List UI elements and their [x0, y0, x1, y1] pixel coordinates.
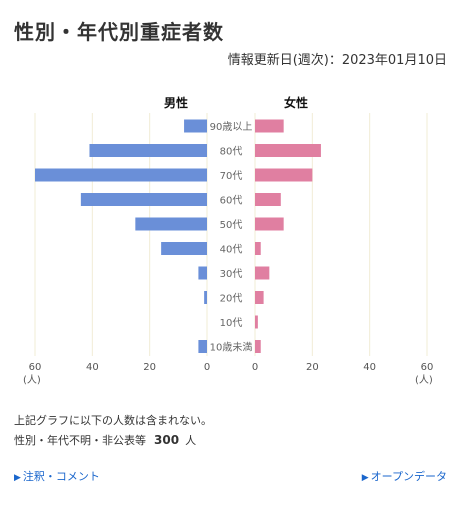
x-tick-label-female: 60 — [421, 362, 434, 373]
x-tick-label-female: 0 — [252, 362, 258, 373]
note-unknown-value: 300 — [154, 433, 180, 447]
opendata-link[interactable]: ▶ オープンデータ — [362, 468, 447, 484]
play-arrow-icon: ▶ — [361, 473, 369, 483]
female-bar[interactable] — [255, 119, 284, 133]
female-bar[interactable] — [255, 193, 281, 206]
male-bar[interactable] — [198, 340, 207, 353]
male-bar[interactable] — [35, 168, 207, 182]
male-bar[interactable] — [184, 119, 207, 133]
page-title: 性別・年代別重症者数 — [14, 20, 224, 44]
opendata-link-label: オープンデータ — [370, 470, 447, 483]
age-category-label: 70代 — [220, 170, 243, 182]
gender-age-chart: 90歳以上 80代 70代 60代 50代 40代 30代 20代 10代 10歳未満 60 60 4… — [23, 95, 434, 386]
age-category-label: 10歳未満 — [210, 342, 253, 354]
female-bar[interactable] — [255, 168, 313, 182]
age-category-label: 30代 — [220, 268, 243, 280]
male-bar[interactable] — [80, 193, 207, 206]
legend-female: 女性 — [284, 95, 308, 110]
age-category-label: 10代 — [220, 317, 243, 329]
age-category-label: 50代 — [220, 219, 243, 231]
female-bar[interactable] — [255, 266, 270, 280]
x-tick-label-male: 60 — [29, 362, 42, 373]
x-tick-label-male: 20 — [143, 362, 156, 373]
female-bar[interactable] — [255, 340, 261, 353]
age-category-label: 60代 — [220, 195, 243, 207]
x-tick-label-female: 20 — [306, 362, 319, 373]
unit-label-female: (人) — [415, 374, 433, 386]
male-bar[interactable] — [198, 266, 207, 280]
update-date: 情報更新日(週次)：2023年01月10日 — [227, 53, 447, 68]
comments-link[interactable]: ▶ 注釈・コメント — [14, 468, 100, 484]
male-bar[interactable] — [204, 291, 207, 304]
age-category-label: 20代 — [220, 293, 243, 305]
age-category-label: 90歳以上 — [210, 121, 253, 133]
age-category-label: 80代 — [220, 146, 243, 158]
female-bar[interactable] — [255, 144, 321, 157]
x-tick-label-male: 0 — [204, 362, 210, 373]
female-bar[interactable] — [255, 315, 258, 329]
male-bar[interactable] — [89, 144, 207, 157]
female-bar[interactable] — [255, 217, 284, 231]
note-line-1: 上記グラフに以下の人数は含まれない。 — [14, 414, 212, 427]
comments-link-label: 注釈・コメント — [22, 470, 100, 483]
unit-label-male: (人) — [23, 374, 41, 386]
male-bar[interactable] — [161, 242, 207, 255]
x-tick-label-male: 40 — [86, 362, 99, 373]
x-tick-label-female: 40 — [363, 362, 376, 373]
male-bar[interactable] — [135, 217, 207, 231]
note-unknown-label: 性別・年代不明・非公表等 — [14, 434, 146, 447]
note-line-2: 性別・年代不明・非公表等 300 人 — [14, 432, 196, 448]
female-bar[interactable] — [255, 242, 261, 255]
note-unknown-unit: 人 — [185, 434, 197, 447]
legend-male: 男性 — [164, 95, 188, 110]
age-category-label: 40代 — [220, 244, 243, 256]
play-arrow-icon: ▶ — [14, 473, 21, 483]
female-bar[interactable] — [255, 291, 264, 304]
